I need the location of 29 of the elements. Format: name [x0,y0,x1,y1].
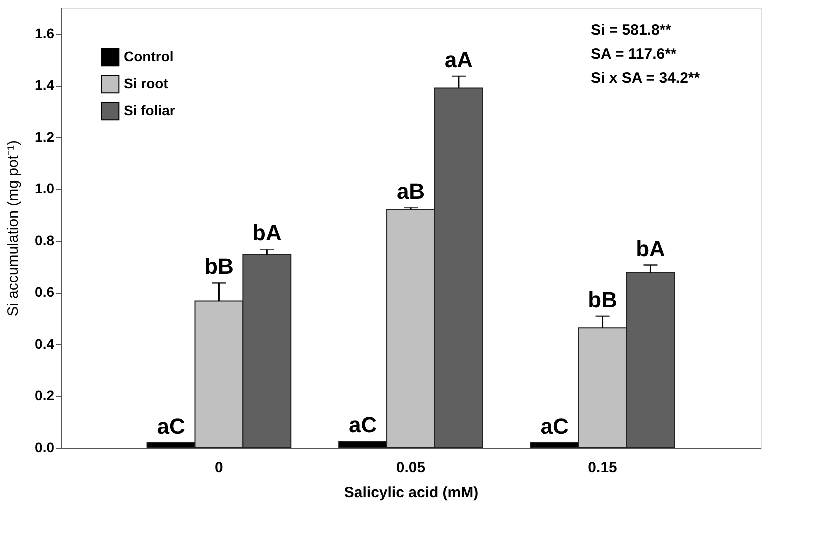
y-tick-label: 0.6 [35,284,55,300]
y-tick-label: 0.8 [35,232,55,248]
x-tick-label: 0 [215,460,224,476]
x-tick-label: 0.05 [396,460,426,476]
legend-label: Control [124,48,174,64]
y-axis-title: Si accumulation (mg pot⁻¹) [5,140,22,316]
data-label: aB [396,178,426,204]
annotation: SA = 117.6** [591,46,677,63]
x-axis-title: Salicylic acid (mM) [344,484,479,502]
annotation: Si x SA = 34.2** [591,70,700,87]
data-label: bB [204,254,234,280]
data-label: aA [444,48,474,73]
y-tick-label: 0.0 [35,440,55,456]
data-label: bA [252,220,282,246]
y-tick-label: 1.6 [35,25,55,42]
data-label: aC [540,414,570,439]
data-label: bA [636,236,666,262]
y-tick-label: 0.2 [35,388,55,404]
data-label: bB [588,288,618,313]
legend-label: Si root [124,76,169,92]
y-tick-label: 1.4 [35,77,55,94]
y-tick-label: 1.0 [35,180,55,197]
annotation: Si = 581.8** [591,22,672,39]
data-label: aC [157,414,186,439]
legend-label: Si foliar [124,102,176,118]
y-tick-label: 1.2 [35,128,55,145]
y-tick-label: 0.4 [35,336,55,352]
x-tick-label: 0.15 [588,460,618,476]
data-label: aC [348,412,378,438]
